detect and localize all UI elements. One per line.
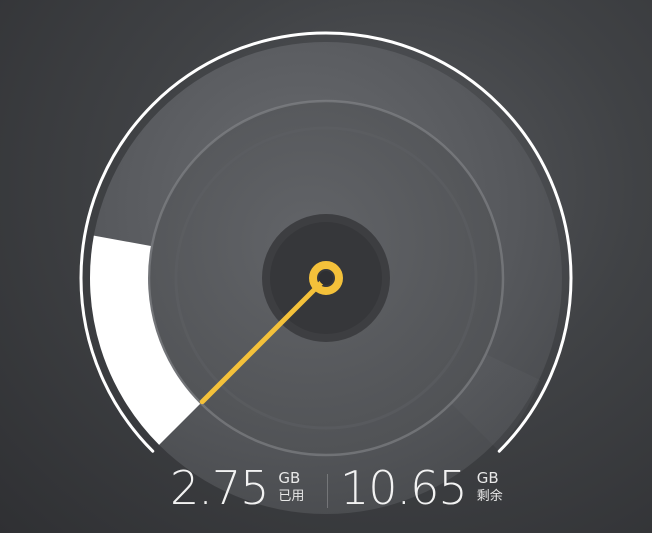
stats-divider [327,474,328,508]
gauge-rim [79,31,573,453]
remaining-value: 10.65 [340,461,468,515]
storage-stats: 2.75 GB 已用 10.65 GB 剩余 [0,458,652,518]
inner-ring-shade [174,126,478,430]
gauge-needle [199,275,329,405]
needle-pivot-center [319,271,333,285]
used-label: 已用 [278,489,305,504]
used-value: 2.75 [170,461,269,515]
used-unit: GB [278,469,301,487]
remaining-unit: GB [476,469,499,487]
remaining-stat: 10.65 GB 剩余 [340,458,503,518]
used-stat: 2.75 GB 已用 [170,458,304,518]
needle-pivot [309,261,343,295]
used-segment-fill [89,235,201,445]
remaining-label: 剩余 [476,489,503,504]
